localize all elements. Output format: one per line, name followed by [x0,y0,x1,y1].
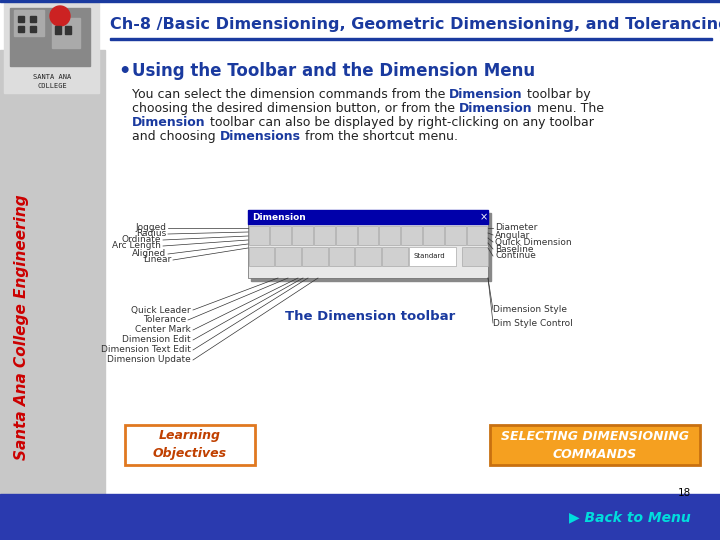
Bar [302,246,328,266]
Bar [52,18,80,48]
Text: Dim Style Control: Dim Style Control [493,319,572,327]
Bar [4,3,99,93]
Text: Dimension Edit: Dimension Edit [122,335,191,345]
Text: Dimension Update: Dimension Update [107,355,191,364]
Bar [275,246,301,266]
Circle shape [50,6,70,26]
Text: Santa Ana College Engineering: Santa Ana College Engineering [14,194,30,460]
Bar [379,226,400,245]
Bar [382,246,408,266]
Text: and choosing: and choosing [132,130,220,143]
Text: You can select the dimension commands from the: You can select the dimension commands fr… [132,88,449,101]
Bar [462,246,487,266]
Text: Ordinate: Ordinate [122,235,161,245]
Text: toolbar by: toolbar by [523,88,590,101]
Text: choosing the desired dimension button, or from the: choosing the desired dimension button, o… [132,102,459,115]
Text: Quick Leader: Quick Leader [131,306,191,314]
Text: Baseline: Baseline [495,245,534,253]
Text: Learning
Objectives: Learning Objectives [153,429,227,461]
Bar [490,425,700,465]
Text: ×: × [480,212,488,222]
Text: The Dimension toolbar: The Dimension toolbar [285,310,455,323]
Bar [18,26,24,32]
Text: Standard: Standard [413,253,445,259]
Bar [358,226,379,245]
Bar [18,16,24,22]
Text: SELECTING DIMENSIONING
COMMANDS: SELECTING DIMENSIONING COMMANDS [501,429,689,461]
Bar [10,8,90,66]
Bar [401,226,422,245]
Text: Dimension: Dimension [132,116,206,129]
Text: Ch-8 /Basic Dimensioning, Geometric Dimensioning, and Tolerancing: Ch-8 /Basic Dimensioning, Geometric Dime… [110,17,720,32]
Text: Dimension Style: Dimension Style [493,306,567,314]
Text: Angular: Angular [495,231,530,240]
Text: Aligned: Aligned [132,249,166,259]
Text: Dimension: Dimension [252,213,306,221]
Bar [445,226,466,245]
Bar [248,226,269,245]
Text: 18: 18 [678,488,690,498]
Bar [328,246,354,266]
Bar [408,246,456,266]
Text: Diameter: Diameter [495,224,537,233]
Text: ▶ Back to Menu: ▶ Back to Menu [569,510,691,524]
Bar [248,210,488,224]
Bar [336,226,356,245]
Text: from the shortcut menu.: from the shortcut menu. [301,130,458,143]
Text: Radius: Radius [136,230,166,239]
Bar [423,226,444,245]
Bar [355,246,381,266]
Text: Quick Dimension: Quick Dimension [495,238,572,246]
Text: menu. The: menu. The [533,102,603,115]
Bar [14,10,44,36]
Text: Jogged: Jogged [135,224,166,233]
Bar [65,26,71,34]
Text: Continue: Continue [495,252,536,260]
Text: SANTA ANA
COLLEGE: SANTA ANA COLLEGE [33,74,71,89]
Text: Using the Toolbar and the Dimension Menu: Using the Toolbar and the Dimension Menu [132,62,535,80]
Bar [0,50,105,495]
Bar [30,26,36,32]
Bar [251,213,491,281]
Bar [125,425,255,465]
Text: Dimension Text Edit: Dimension Text Edit [101,346,191,354]
Text: •: • [118,62,130,81]
Text: Tolerance: Tolerance [143,315,186,325]
Bar [0,494,720,540]
Text: Arc Length: Arc Length [112,241,161,251]
Bar [314,226,335,245]
Text: Dimension: Dimension [459,102,533,115]
Text: Center Mark: Center Mark [135,326,191,334]
Text: Dimensions: Dimensions [220,130,301,143]
Text: Linear: Linear [143,255,171,265]
Bar [55,26,61,34]
Bar [30,16,36,22]
Bar [292,226,313,245]
Text: toolbar can also be displayed by right-clicking on any toolbar: toolbar can also be displayed by right-c… [206,116,593,129]
Bar [248,246,274,266]
Bar [0,0,720,2]
Text: Dimension: Dimension [449,88,523,101]
Bar [248,210,488,278]
Bar [110,38,712,39]
Bar [270,226,291,245]
Bar [467,226,487,245]
